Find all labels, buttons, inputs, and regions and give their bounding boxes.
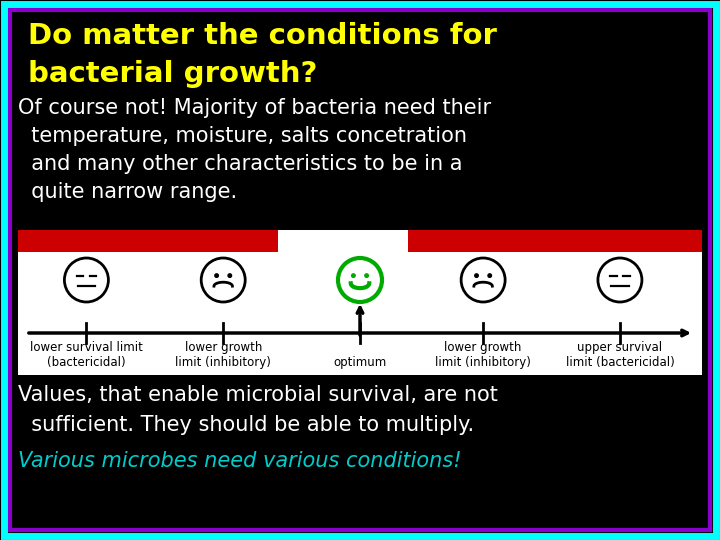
Text: quite narrow range.: quite narrow range. bbox=[18, 182, 237, 202]
Text: optimum: optimum bbox=[333, 356, 387, 369]
Text: lower growth
limit (inhibitory): lower growth limit (inhibitory) bbox=[435, 341, 531, 369]
Text: sufficient. They should be able to multiply.: sufficient. They should be able to multi… bbox=[18, 415, 474, 435]
Text: Values, that enable microbial survival, are not: Values, that enable microbial survival, … bbox=[18, 385, 498, 405]
Text: bacterial growth?: bacterial growth? bbox=[28, 60, 318, 88]
Text: Do matter the conditions for: Do matter the conditions for bbox=[28, 22, 497, 50]
Circle shape bbox=[215, 274, 218, 278]
Circle shape bbox=[488, 274, 492, 278]
Text: lower growth
limit (inhibitory): lower growth limit (inhibitory) bbox=[175, 341, 271, 369]
Text: and many other characteristics to be in a: and many other characteristics to be in … bbox=[18, 154, 462, 174]
Bar bbox=[18, 230, 702, 375]
Text: Various microbes need various conditions!: Various microbes need various conditions… bbox=[18, 451, 462, 471]
Bar bbox=[408, 230, 702, 252]
Text: lower survival limit
(bactericidal): lower survival limit (bactericidal) bbox=[30, 341, 143, 369]
Circle shape bbox=[365, 274, 369, 278]
Text: temperature, moisture, salts concetration: temperature, moisture, salts concetratio… bbox=[18, 126, 467, 146]
Text: upper survival
limit (bactericidal): upper survival limit (bactericidal) bbox=[565, 341, 675, 369]
Bar bbox=[18, 230, 278, 252]
Circle shape bbox=[474, 274, 478, 278]
Circle shape bbox=[228, 274, 232, 278]
Circle shape bbox=[351, 274, 355, 278]
Text: Of course not! Majority of bacteria need their: Of course not! Majority of bacteria need… bbox=[18, 98, 491, 118]
